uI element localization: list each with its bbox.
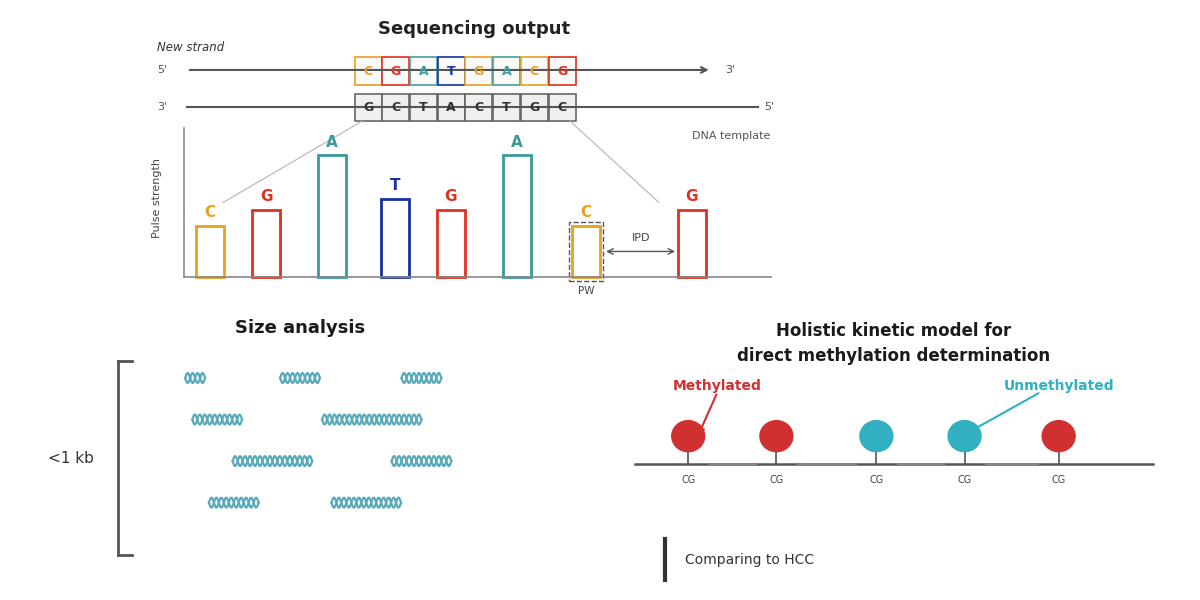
FancyBboxPatch shape [354, 94, 382, 121]
Text: <1 kb: <1 kb [48, 451, 94, 466]
Text: CG: CG [869, 475, 883, 485]
Text: A: A [446, 101, 456, 114]
Circle shape [672, 421, 704, 452]
Bar [569, 221, 604, 281]
FancyBboxPatch shape [22, 301, 578, 599]
Bar [196, 226, 224, 277]
Bar [318, 155, 346, 277]
Text: Pulse strength: Pulse strength [152, 158, 162, 238]
Text: C: C [474, 101, 484, 114]
Bar [503, 155, 530, 277]
Circle shape [860, 421, 893, 452]
Text: T: T [419, 101, 428, 114]
Bar [572, 226, 600, 277]
Text: Unmethylated: Unmethylated [1003, 379, 1114, 394]
FancyBboxPatch shape [438, 57, 464, 85]
Circle shape [1042, 421, 1075, 452]
FancyBboxPatch shape [438, 94, 464, 121]
Bar [380, 199, 409, 277]
Text: C: C [391, 101, 401, 114]
Text: A: A [502, 65, 511, 77]
Text: New strand: New strand [157, 41, 224, 55]
FancyBboxPatch shape [383, 57, 409, 85]
Text: 3': 3' [725, 65, 734, 75]
Text: Methylated: Methylated [673, 379, 762, 394]
Text: IPD: IPD [631, 233, 650, 244]
Text: Time: Time [457, 310, 491, 323]
Text: 5': 5' [764, 102, 774, 112]
Text: CG: CG [769, 475, 784, 485]
Text: G: G [260, 189, 272, 204]
Text: 5': 5' [157, 65, 167, 75]
FancyBboxPatch shape [548, 57, 576, 85]
Text: G: G [391, 65, 401, 77]
Text: DNA template: DNA template [692, 131, 770, 140]
Text: CG: CG [1051, 475, 1066, 485]
Text: G: G [474, 65, 484, 77]
Text: A: A [419, 65, 428, 77]
Text: CG: CG [958, 475, 972, 485]
Text: T: T [390, 178, 400, 193]
FancyBboxPatch shape [598, 301, 1190, 599]
Text: Size analysis: Size analysis [235, 319, 365, 337]
Circle shape [948, 421, 982, 452]
Text: C: C [364, 65, 373, 77]
Text: CG: CG [682, 475, 695, 485]
FancyBboxPatch shape [410, 57, 437, 85]
FancyBboxPatch shape [383, 94, 409, 121]
Bar [678, 209, 706, 277]
Text: A: A [511, 135, 523, 150]
Text: G: G [362, 101, 373, 114]
Text: G: G [685, 189, 698, 204]
Text: T: T [446, 65, 456, 77]
FancyBboxPatch shape [493, 94, 521, 121]
FancyBboxPatch shape [354, 57, 382, 85]
Text: C: C [558, 101, 566, 114]
Circle shape [760, 421, 793, 452]
Text: Sequencing output: Sequencing output [378, 20, 570, 38]
Text: T: T [503, 101, 511, 114]
Text: A: A [326, 135, 338, 150]
FancyBboxPatch shape [466, 57, 492, 85]
Text: G: G [445, 189, 457, 204]
Text: Comparing to HCC: Comparing to HCC [685, 553, 815, 566]
Text: direct methylation determination: direct methylation determination [738, 347, 1050, 365]
Bar [437, 209, 464, 277]
Text: C: C [581, 205, 592, 220]
Text: G: G [529, 101, 540, 114]
Bar [252, 209, 280, 277]
FancyBboxPatch shape [466, 94, 492, 121]
Text: G: G [557, 65, 568, 77]
FancyBboxPatch shape [410, 94, 437, 121]
Text: Holistic kinetic model for: Holistic kinetic model for [776, 322, 1012, 340]
FancyBboxPatch shape [521, 57, 548, 85]
Text: C: C [530, 65, 539, 77]
FancyBboxPatch shape [493, 57, 521, 85]
Text: C: C [204, 205, 216, 220]
Text: 3': 3' [157, 102, 167, 112]
Text: PW: PW [578, 286, 594, 296]
FancyBboxPatch shape [521, 94, 548, 121]
FancyBboxPatch shape [548, 94, 576, 121]
